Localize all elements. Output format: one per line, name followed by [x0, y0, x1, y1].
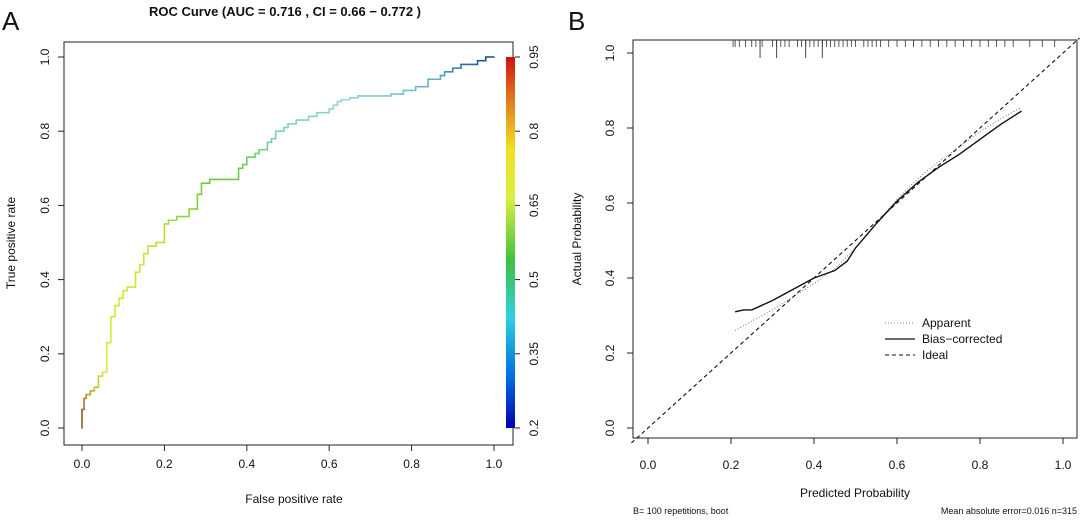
- colorbar-tick-label: 0.95: [527, 45, 541, 69]
- legend-bias-corrected: Bias−corrected: [922, 332, 1002, 346]
- roc-x-tick-label: 1.0: [486, 457, 503, 471]
- calib-x-tick-label: 0.0: [640, 458, 657, 472]
- calib-y-tick-label: 1.0: [603, 44, 617, 61]
- calib-y-tick-label: 0.0: [603, 419, 617, 436]
- panel-label-a: A: [2, 6, 20, 36]
- calib-y-axis: 0.0 0.2 0.4 0.6 0.8 1.0: [603, 44, 633, 436]
- roc-y-axis: 0.0 0.2 0.4 0.6 0.8 1.0: [38, 48, 64, 436]
- calib-y-tick-label: 0.6: [603, 194, 617, 211]
- calib-plot-box: [632, 39, 1078, 439]
- calib-line-bias-corrected: [734, 110, 1022, 313]
- roc-x-tick-label: 0.4: [238, 457, 255, 471]
- calib-x-tick-label: 0.2: [723, 458, 740, 472]
- calib-y-label: Actual Probability: [570, 193, 584, 286]
- roc-y-tick-label: 0.0: [38, 419, 52, 436]
- roc-y-tick-label: 0.2: [38, 345, 52, 362]
- colorbar-tick-label: 0.65: [527, 193, 541, 217]
- roc-y-tick-label: 0.4: [38, 271, 52, 288]
- colorbar-tick-label: 0.2: [527, 419, 541, 436]
- calib-rug: [732, 40, 1056, 58]
- calib-y-tick-label: 0.4: [603, 269, 617, 286]
- roc-y-tick-label: 0.8: [38, 123, 52, 140]
- roc-curve: [81, 56, 495, 429]
- roc-y-tick-label: 1.0: [38, 48, 52, 65]
- colorbar-tick-label: 0.5: [527, 271, 541, 288]
- calib-footer-right: Mean absolute error=0.016 n=315: [941, 506, 1077, 516]
- panel-b: B 0.0 0.2 0.4 0.6 0.8 1.0 0.00.20.40.60.81.0 …: [568, 6, 1080, 516]
- calib-x-tick-label: 1.0: [1055, 458, 1072, 472]
- panel-label-b: B: [568, 6, 585, 36]
- roc-title: ROC Curve (AUC = 0.716 , CI = 0.66 − 0.7…: [149, 4, 421, 19]
- colorbar-tick-label: 0.35: [527, 342, 541, 366]
- calib-x-tick-label: 0.6: [889, 458, 906, 472]
- calib-legend: Apparent Bias−corrected Ideal: [885, 316, 1002, 362]
- roc-y-label: True positive rate: [4, 197, 18, 290]
- roc-x-tick-label: 0.6: [321, 457, 338, 471]
- calib-x-label: Predicted Probability: [800, 486, 910, 500]
- roc-x-tick-label: 0.2: [156, 457, 173, 471]
- roc-y-tick-label: 0.6: [38, 197, 52, 214]
- roc-x-label: False positive rate: [245, 492, 343, 506]
- roc-x-tick-label: 0.8: [403, 457, 420, 471]
- calib-line-ideal: [631, 37, 1080, 444]
- calib-line-apparent: [734, 106, 1022, 331]
- roc-x-tick-label: 0.0: [74, 457, 91, 471]
- roc-colorbar: [506, 57, 515, 428]
- calib-x-tick-label: 0.8: [972, 458, 989, 472]
- roc-colorbar-axis: 0.2 0.35 0.5 0.65 0.8 0.95: [515, 45, 541, 436]
- calib-x-axis: 0.0 0.2 0.4 0.6 0.8 1.0: [640, 438, 1072, 472]
- roc-x-axis: 0.0 0.2 0.4 0.6 0.8 1.0: [74, 445, 503, 471]
- colorbar-tick-label: 0.8: [527, 123, 541, 140]
- legend-ideal: Ideal: [922, 348, 948, 362]
- roc-plot-box: [63, 41, 514, 446]
- calib-y-tick-label: 0.8: [603, 119, 617, 136]
- calib-y-tick-label: 0.2: [603, 344, 617, 361]
- calib-x-tick-label: 0.4: [806, 458, 823, 472]
- calib-footer-left: B= 100 repetitions, boot: [633, 506, 729, 516]
- legend-apparent: Apparent: [922, 316, 971, 330]
- calib-lines: [631, 37, 1080, 444]
- panel-a: A ROC Curve (AUC = 0.716 , CI = 0.66 − 0…: [2, 4, 541, 506]
